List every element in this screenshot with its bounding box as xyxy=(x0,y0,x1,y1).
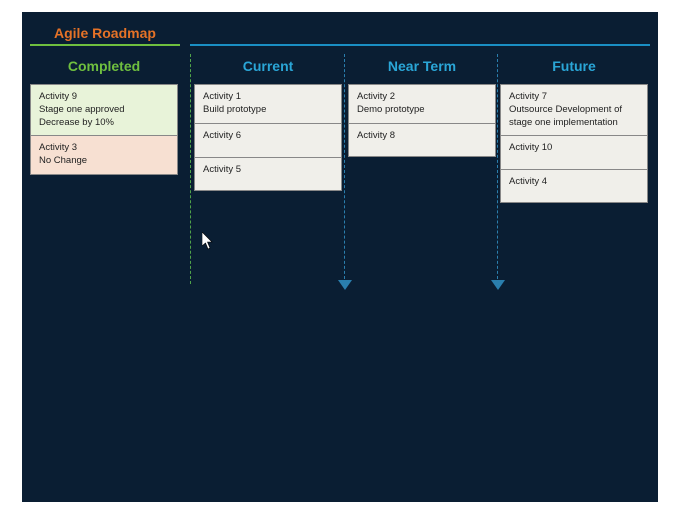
card-desc: Build prototype xyxy=(203,104,333,117)
card-desc: Outsource Development of stage one imple… xyxy=(509,104,639,130)
card-desc: Decrease by 10% xyxy=(39,117,169,130)
card-title: Activity 5 xyxy=(203,164,333,177)
card[interactable]: Activity 10 xyxy=(500,135,648,169)
main-underline xyxy=(190,44,650,46)
card[interactable]: Activity 1Build prototype xyxy=(194,84,342,123)
card-desc: No Change xyxy=(39,155,169,168)
card[interactable]: Activity 2Demo prototype xyxy=(348,84,496,123)
card-title: Activity 10 xyxy=(509,142,639,155)
cards-nearterm: Activity 2Demo prototype Activity 8 xyxy=(348,84,496,157)
header-current: Current xyxy=(194,54,342,84)
card[interactable]: Activity 5 xyxy=(194,157,342,191)
roadmap-canvas: Agile Roadmap Completed Activity 9Stage … xyxy=(22,12,658,502)
arrow-2 xyxy=(491,280,505,290)
header-completed: Completed xyxy=(30,54,178,84)
card-desc: Demo prototype xyxy=(357,104,487,117)
card-title: Activity 9 xyxy=(39,91,169,104)
cards-future: Activity 7Outsource Development of stage… xyxy=(500,84,648,203)
divider-2 xyxy=(344,54,345,284)
card[interactable]: Activity 8 xyxy=(348,123,496,157)
divider-3 xyxy=(497,54,498,284)
card[interactable]: Activity 4 xyxy=(500,169,648,203)
page-title: Agile Roadmap xyxy=(54,25,156,41)
card-title: Activity 6 xyxy=(203,130,333,143)
card[interactable]: Activity 9Stage one approvedDecrease by … xyxy=(30,84,178,135)
cards-completed: Activity 9Stage one approvedDecrease by … xyxy=(30,84,178,175)
arrow-1 xyxy=(338,280,352,290)
card-title: Activity 3 xyxy=(39,142,169,155)
column-future: Future Activity 7Outsource Development o… xyxy=(500,54,648,203)
cursor-icon xyxy=(202,232,214,250)
header-future: Future xyxy=(500,54,648,84)
card[interactable]: Activity 6 xyxy=(194,123,342,157)
card-desc: Stage one approved xyxy=(39,104,169,117)
column-nearterm: Near Term Activity 2Demo prototypeActivi… xyxy=(348,54,496,157)
card[interactable]: Activity 7Outsource Development of stage… xyxy=(500,84,648,135)
column-current: Current Activity 1Build prototypeActivit… xyxy=(194,54,342,191)
header-nearterm: Near Term xyxy=(348,54,496,84)
card-title: Activity 8 xyxy=(357,130,487,143)
card[interactable]: Activity 3No Change xyxy=(30,135,178,175)
divider-1 xyxy=(190,54,191,284)
card-title: Activity 2 xyxy=(357,91,487,104)
card-title: Activity 7 xyxy=(509,91,639,104)
completed-underline xyxy=(30,44,180,46)
column-completed: Completed Activity 9Stage one approvedDe… xyxy=(30,54,178,175)
cards-current: Activity 1Build prototype Activity 6 Activ… xyxy=(194,84,342,191)
card-title: Activity 1 xyxy=(203,91,333,104)
card-title: Activity 4 xyxy=(509,176,639,189)
